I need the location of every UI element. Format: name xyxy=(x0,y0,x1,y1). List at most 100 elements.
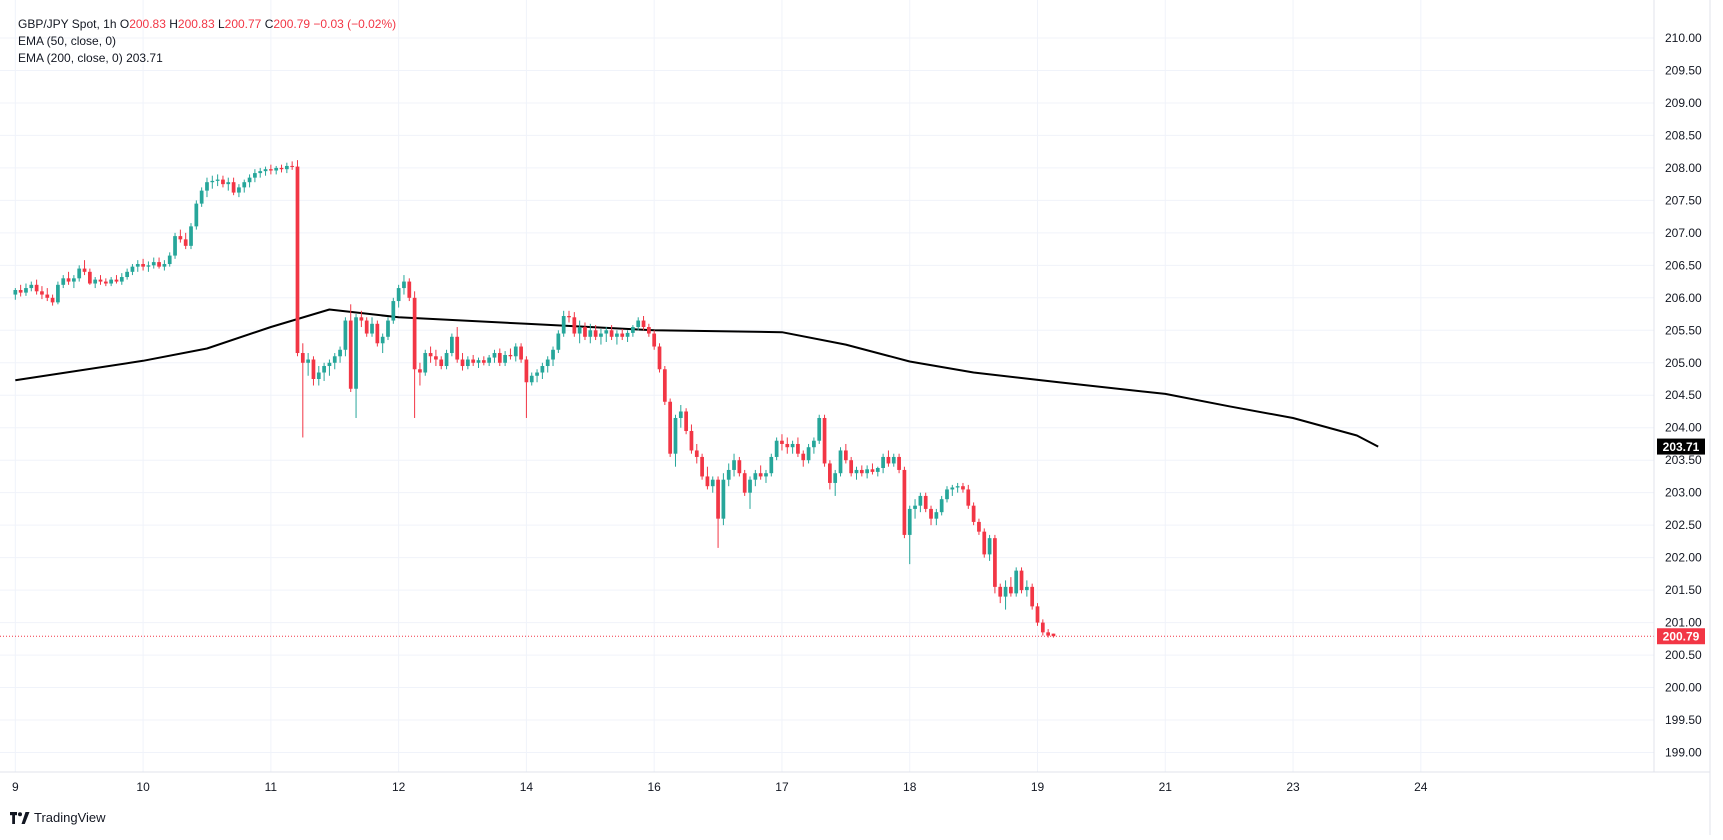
candle xyxy=(77,265,82,282)
candle-body xyxy=(98,279,103,282)
candle-body xyxy=(29,284,34,289)
candle xyxy=(50,294,55,306)
candle xyxy=(955,482,960,493)
candle-body xyxy=(753,473,758,480)
candle xyxy=(407,278,412,302)
candle xyxy=(162,260,167,271)
candle xyxy=(934,508,939,526)
candle-body xyxy=(662,369,667,402)
ema-200-polyline xyxy=(15,308,1379,448)
close-value: 200.79 xyxy=(273,17,311,31)
candle xyxy=(396,284,401,308)
last-price-badge-bg xyxy=(1657,628,1705,645)
candle-body xyxy=(183,239,188,246)
legend-ema50-row: EMA (50, close, 0) xyxy=(18,33,396,50)
candle xyxy=(593,325,598,341)
candle xyxy=(971,502,976,526)
candle-body xyxy=(247,177,252,183)
candle-body xyxy=(1003,586,1008,597)
candle xyxy=(993,534,997,594)
legend-ema200-row: EMA (200, close, 0) 203.71 xyxy=(18,50,396,67)
candle xyxy=(82,260,87,276)
candle-body xyxy=(902,469,907,535)
candle xyxy=(258,167,263,178)
candle-body xyxy=(396,288,401,302)
candle xyxy=(1046,629,1051,638)
candle xyxy=(87,268,92,285)
candle xyxy=(279,164,284,173)
y-tick-label: 210.00 xyxy=(1665,31,1702,45)
candle-body xyxy=(481,360,486,363)
ema200-label[interactable]: EMA (200, close, 0) xyxy=(18,51,123,65)
y-tick-label: 207.50 xyxy=(1665,193,1702,207)
candle xyxy=(380,333,385,354)
candle xyxy=(604,327,609,342)
candle-body xyxy=(141,264,145,267)
candle xyxy=(332,353,337,370)
candle-body xyxy=(998,586,1003,597)
candle xyxy=(306,353,310,376)
candle xyxy=(199,187,204,207)
candle xyxy=(774,437,779,461)
candle-body xyxy=(1019,570,1024,591)
candle xyxy=(806,443,811,464)
candle-body xyxy=(178,236,183,240)
ema50-label[interactable]: EMA (50, close, 0) xyxy=(18,34,117,48)
candle xyxy=(1024,580,1029,597)
candle xyxy=(103,278,108,287)
candle-body xyxy=(1051,633,1056,637)
candle xyxy=(338,346,342,363)
candle xyxy=(311,356,316,386)
candle-body xyxy=(780,440,784,444)
x-tick-label: 16 xyxy=(648,780,662,794)
candle-body xyxy=(471,359,476,363)
y-tick-label: 204.50 xyxy=(1665,388,1702,402)
y-tick-label: 200.00 xyxy=(1665,681,1702,695)
candle xyxy=(173,232,177,259)
tradingview-logo-text: TradingView xyxy=(34,810,106,825)
ema200-price-badge-text: 203.71 xyxy=(1663,440,1700,454)
candle-body xyxy=(636,320,641,328)
candle xyxy=(828,460,832,490)
tradingview-logo[interactable]: TradingView xyxy=(10,810,106,825)
candle-body xyxy=(513,346,518,357)
candle-body xyxy=(881,456,885,468)
ema200-value: 203.71 xyxy=(126,51,163,65)
candle-body xyxy=(1014,570,1019,594)
candle-body xyxy=(966,489,971,506)
candle-body xyxy=(311,359,316,380)
candle xyxy=(237,184,241,198)
candle-body xyxy=(1024,586,1029,591)
x-tick-label: 19 xyxy=(1031,780,1045,794)
candle xyxy=(758,465,763,480)
candle xyxy=(551,346,555,367)
candle xyxy=(684,408,688,435)
candle xyxy=(923,492,928,513)
candle-body xyxy=(465,359,470,367)
candle xyxy=(694,443,699,464)
candle xyxy=(583,322,587,341)
candle xyxy=(284,162,289,174)
candle xyxy=(545,356,550,373)
candle xyxy=(269,164,273,175)
candle xyxy=(56,281,60,305)
candle-body xyxy=(237,187,241,193)
symbol-label[interactable]: GBP/JPY Spot, 1h xyxy=(18,17,117,31)
candle xyxy=(343,317,348,357)
candle-body xyxy=(1009,586,1013,594)
candle xyxy=(146,261,151,272)
candle xyxy=(242,179,247,193)
candle-body xyxy=(806,447,811,461)
candle xyxy=(875,466,880,477)
candle xyxy=(631,325,635,337)
open-label: O xyxy=(119,17,130,31)
candle xyxy=(657,343,662,373)
candle-body xyxy=(56,284,60,303)
open-value: 200.83 xyxy=(129,17,166,31)
x-tick-label: 23 xyxy=(1286,780,1300,794)
candle-body xyxy=(434,356,438,360)
y-tick-label: 204.00 xyxy=(1665,421,1702,435)
